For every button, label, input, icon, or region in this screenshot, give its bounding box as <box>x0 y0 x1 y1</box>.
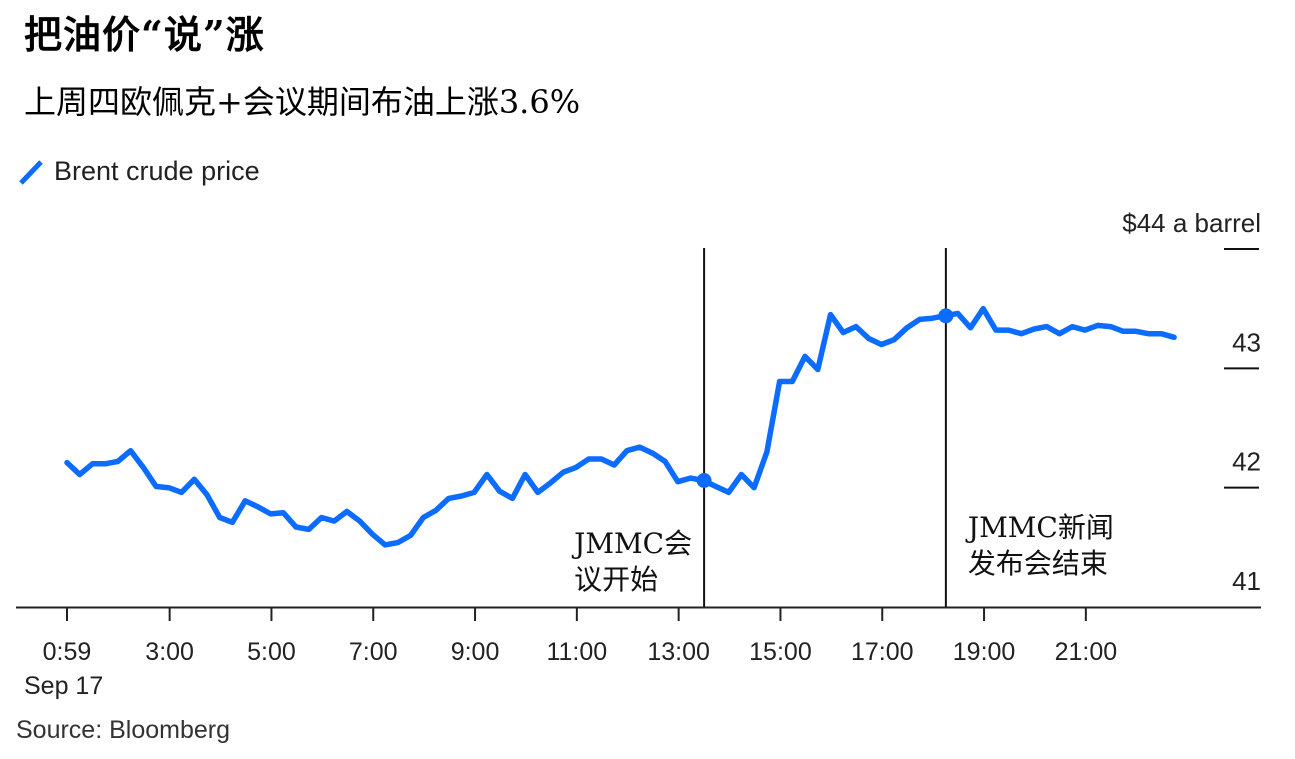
x-tick-label: 17:00 <box>851 638 914 666</box>
x-tick-label: 3:00 <box>145 638 194 666</box>
legend-label: Brent crude price <box>54 156 260 186</box>
annotation-text: JMMC会 <box>571 527 692 560</box>
x-tick-label: 15:00 <box>749 638 812 666</box>
x-tick-label: 9:00 <box>451 638 500 666</box>
legend-line-icon <box>19 159 43 185</box>
x-tick-label: 11:00 <box>546 638 607 666</box>
y-tick-label: $44 a barrel <box>1122 208 1261 238</box>
x-tick-label: 13:00 <box>647 638 710 666</box>
annotation-markers <box>696 308 954 489</box>
x-tick-label: 0:59 <box>43 638 92 666</box>
annotation-text: 议开始 <box>574 563 658 596</box>
annotation-marker <box>696 473 712 489</box>
y-tick-label: 41 <box>1232 566 1261 596</box>
y-tick-label: 43 <box>1232 327 1261 357</box>
x-axis-date-label: Sep 17 <box>24 672 104 700</box>
annotation-text: 发布会结束 <box>968 547 1108 580</box>
x-tick-label: 5:00 <box>247 638 296 666</box>
brent-price-line <box>64 305 1177 548</box>
annotation-text: JMMC新闻 <box>965 511 1114 544</box>
legend: Brent crude price <box>18 156 260 187</box>
x-axis: 0:59 3:00 5:00 7:00 9:00 11:00 13:00 15:00 17:00… <box>16 606 1261 666</box>
y-tick-label: 42 <box>1232 447 1261 477</box>
chart-subtitle: 上周四欧佩克+会议期间布油上涨3.6% <box>24 83 581 121</box>
y-axis: $44 a barrel 43 42 41 <box>1122 208 1261 596</box>
x-tick-label: 21:00 <box>1055 638 1118 666</box>
annotation-marker <box>938 308 954 324</box>
source-note: Source: Bloomberg <box>16 716 231 744</box>
x-tick-label: 7:00 <box>349 638 398 666</box>
chart-title: 把油价“说”涨 <box>24 12 265 57</box>
x-tick-label: 19:00 <box>953 638 1016 666</box>
